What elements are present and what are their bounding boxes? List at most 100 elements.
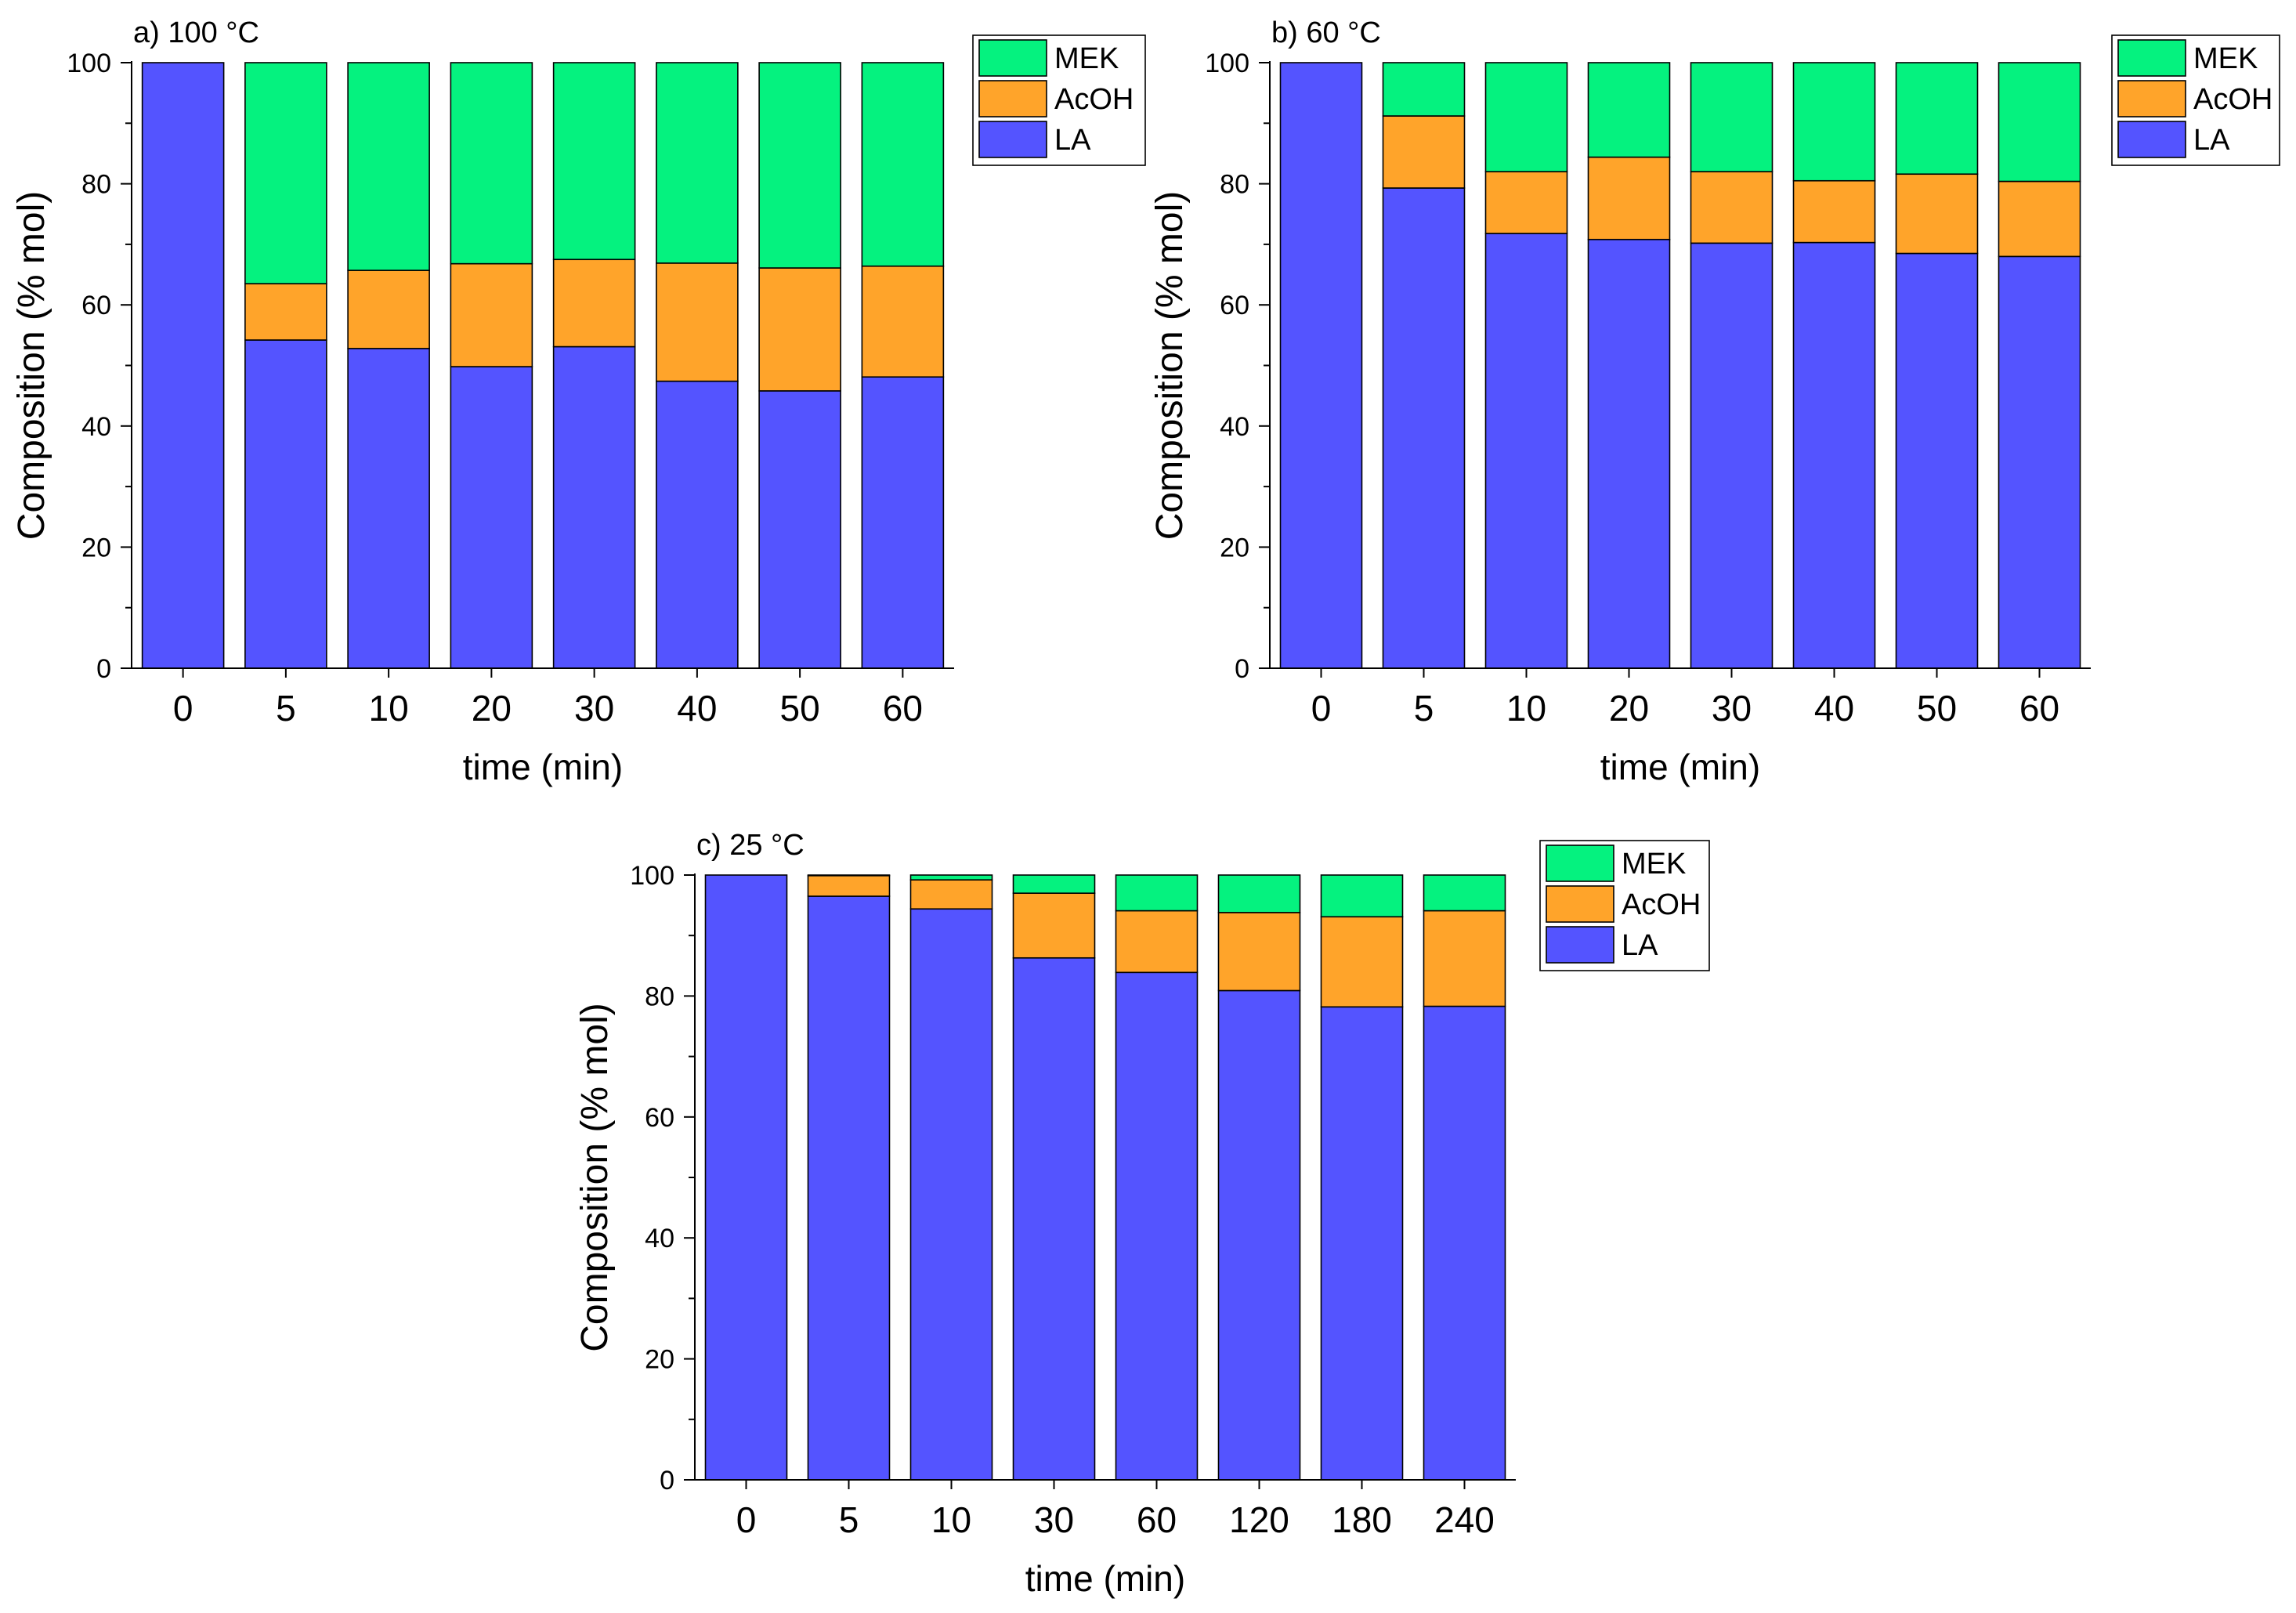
x-tick-label-5: 5 [1414, 688, 1434, 729]
bar-mek-30 [1690, 62, 1774, 172]
x-tick-label-240: 240 [1434, 1499, 1495, 1540]
y-tick-label-80: 80 [1220, 170, 1249, 200]
bar-la-30 [1690, 242, 1774, 669]
y-tick-label-60: 60 [1220, 291, 1249, 320]
bar-mek-60 [1115, 874, 1199, 912]
bar-la-60 [861, 376, 945, 669]
bar-acoh-30 [1012, 892, 1096, 959]
legend-label-mek: MEK [2193, 42, 2258, 75]
x-tick-label-60: 60 [1137, 1499, 1177, 1540]
bar-la-0 [704, 874, 788, 1481]
y-axis-title: Composition (% mol) [1149, 191, 1191, 540]
bar-la-60 [1115, 971, 1199, 1481]
bar-mek-10 [347, 62, 430, 271]
x-tick-label-30: 30 [1034, 1499, 1074, 1540]
bar-la-10 [1484, 233, 1568, 669]
y-tick-label-40: 40 [1220, 412, 1249, 442]
bar-la-20 [1587, 238, 1671, 669]
bar-acoh-240 [1423, 910, 1506, 1007]
y-tick-label-40: 40 [645, 1224, 674, 1253]
bar-mek-5 [807, 874, 891, 877]
bar-mek-30 [1012, 874, 1096, 894]
legend: MEK AcOH LA [2111, 34, 2280, 166]
x-tick-label-60: 60 [883, 688, 923, 729]
y-tick-label-0: 0 [1235, 654, 1249, 684]
bar-acoh-50 [1895, 173, 1979, 255]
legend-label-la: LA [1622, 929, 1658, 962]
y-tick-label-100: 100 [67, 49, 111, 78]
legend-label-acoh: AcOH [1054, 83, 1134, 116]
bar-la-60 [1998, 255, 2081, 669]
chart-panel-2: 0 20 40 60 80 100 0 5 10 20 30 40 50 60 time (min) Comp… [1149, 16, 2280, 787]
bar-acoh-60 [861, 265, 945, 378]
x-tick-label-60: 60 [2019, 688, 2059, 729]
x-tick-label-10: 10 [369, 688, 409, 729]
y-tick-label-60: 60 [81, 291, 111, 320]
bar-mek-40 [656, 62, 739, 264]
bar-acoh-30 [552, 259, 636, 348]
legend-swatch-mek [1546, 844, 1614, 882]
x-tick-label-0: 0 [173, 688, 193, 729]
x-tick-label-10: 10 [931, 1499, 971, 1540]
x-tick-label-40: 40 [1814, 688, 1854, 729]
y-tick-label-0: 0 [660, 1466, 674, 1495]
x-tick-label-120: 120 [1229, 1499, 1289, 1540]
chart-panel-3: 0 20 40 60 80 100 0 5 10 30 60 120 180 240 time (min) C… [574, 829, 1710, 1599]
x-tick-label-0: 0 [736, 1499, 757, 1540]
bar-mek-60 [861, 62, 945, 267]
bar-mek-120 [1217, 874, 1301, 913]
bar-la-40 [656, 380, 739, 669]
bar-la-40 [1792, 241, 1876, 669]
panel-title: c) 25 °C [696, 829, 805, 862]
x-tick-label-20: 20 [1609, 688, 1649, 729]
y-tick-label-60: 60 [645, 1103, 674, 1133]
bar-mek-180 [1320, 874, 1404, 918]
bar-mek-50 [758, 62, 841, 269]
bar-la-0 [1279, 62, 1363, 669]
bar-acoh-10 [1484, 171, 1568, 234]
bar-la-120 [1217, 989, 1301, 1481]
legend-label-mek: MEK [1622, 848, 1686, 881]
legend-swatch-mek [978, 39, 1047, 77]
bar-acoh-60 [1998, 180, 2081, 258]
bar-acoh-5 [1382, 115, 1466, 189]
x-tick-label-5: 5 [276, 688, 296, 729]
bar-acoh-40 [656, 262, 739, 382]
x-tick-label-40: 40 [677, 688, 717, 729]
x-tick-label-0: 0 [1311, 688, 1332, 729]
bar-acoh-10 [909, 879, 993, 910]
y-tick-label-20: 20 [645, 1345, 674, 1375]
bar-mek-5 [244, 62, 327, 284]
bar-la-5 [807, 895, 891, 1481]
bar-la-30 [552, 345, 636, 669]
x-tick-label-30: 30 [1712, 688, 1752, 729]
legend-swatch-la [978, 121, 1047, 158]
x-tick-label-5: 5 [839, 1499, 859, 1540]
bar-mek-10 [909, 874, 993, 881]
y-axis-title: Composition (% mol) [11, 191, 52, 540]
legend-swatch-acoh [2117, 80, 2186, 118]
legend-swatch-acoh [978, 80, 1047, 118]
bar-mek-5 [1382, 62, 1466, 117]
bar-la-0 [141, 62, 225, 669]
bar-acoh-5 [807, 874, 891, 897]
bar-mek-30 [552, 62, 636, 261]
bar-acoh-50 [758, 267, 841, 392]
x-axis-title: time (min) [463, 747, 623, 787]
bar-mek-40 [1792, 62, 1876, 182]
legend-label-mek: MEK [1054, 42, 1119, 75]
y-tick-label-0: 0 [96, 654, 111, 684]
y-tick-label-20: 20 [1220, 533, 1249, 562]
bar-acoh-180 [1320, 916, 1404, 1008]
x-tick-label-50: 50 [1917, 688, 1957, 729]
y-tick-label-100: 100 [1205, 49, 1249, 78]
legend-label-acoh: AcOH [1622, 888, 1701, 921]
chart-panel-1: 0 20 40 60 80 100 0 5 10 20 30 40 50 60 time (min) Comp… [11, 16, 1146, 787]
x-tick-label-180: 180 [1332, 1499, 1392, 1540]
bar-acoh-60 [1115, 910, 1199, 974]
legend-label-la: LA [1054, 124, 1091, 157]
x-axis-title: time (min) [1600, 747, 1760, 787]
y-tick-label-80: 80 [645, 982, 674, 1011]
legend-swatch-la [2117, 121, 2186, 158]
